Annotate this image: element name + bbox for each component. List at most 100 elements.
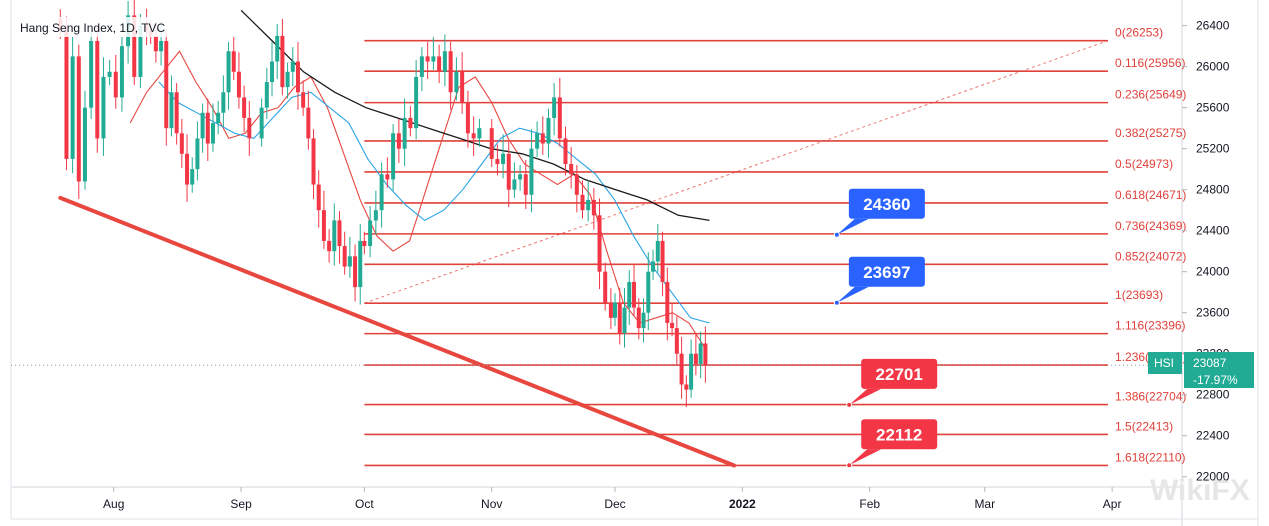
candle-body — [632, 281, 637, 308]
candle-body — [200, 112, 205, 139]
fib-retracement[interactable]: 0(26253) 0.116(25956) 0.236(25649) 0.382(25… — [364, 26, 1186, 467]
candle-body — [679, 353, 684, 385]
candle-body — [76, 56, 81, 182]
candle-body — [655, 240, 660, 262]
last-price-box — [1184, 352, 1254, 388]
y-tick-label: 24800 — [1196, 183, 1230, 197]
x-tick-label: Oct — [355, 497, 374, 511]
candle-body — [563, 138, 568, 165]
fib-level-label: 1.5(22413) — [1115, 419, 1173, 433]
candle-body — [113, 71, 118, 98]
candle-body — [586, 199, 591, 211]
candle-body — [332, 220, 337, 252]
candle-body — [169, 92, 174, 129]
candle-body — [285, 71, 290, 88]
price-callout[interactable]: 24360 — [833, 188, 925, 238]
candle-body — [316, 184, 321, 211]
candle-body — [242, 97, 247, 118]
callout-pointer — [849, 388, 882, 405]
candle-body — [465, 102, 470, 134]
callout-anchor — [846, 401, 853, 408]
chart-header: Hang Seng Index, 1D, TVC — [16, 17, 188, 37]
candle-body — [535, 133, 540, 149]
candle-body — [132, 15, 137, 77]
y-tick-label: 25200 — [1196, 142, 1230, 156]
fib-level-label: 0.382(25275) — [1115, 126, 1186, 140]
callout-label: 24360 — [863, 195, 910, 214]
x-axis[interactable]: Aug Sep Oct Nov Dec 2022 Feb Mar Apr — [103, 487, 1121, 511]
fib-level-label: 0.236(25649) — [1115, 88, 1186, 102]
candle-body — [373, 210, 378, 221]
candle-body — [195, 138, 200, 170]
candle-body — [306, 107, 311, 139]
candle-body — [179, 133, 184, 154]
callout-box — [861, 419, 938, 450]
candle-body — [636, 307, 641, 329]
callout-label: 22701 — [876, 365, 923, 384]
ma-line — [240, 9, 710, 222]
candle-body — [259, 107, 264, 139]
candles — [58, 0, 708, 408]
candle-body — [495, 158, 500, 165]
candle-body — [512, 179, 517, 190]
candle-body — [603, 271, 608, 303]
callout-pointer — [836, 286, 869, 303]
callout-box — [861, 358, 938, 389]
candle-body — [684, 384, 689, 390]
candle-body — [597, 215, 602, 272]
candle-body — [275, 35, 280, 62]
candle-body — [174, 92, 179, 134]
candle-body — [460, 71, 465, 103]
candle-body — [431, 56, 436, 62]
candle-body — [221, 92, 226, 113]
price-callout[interactable]: 23697 — [833, 256, 925, 306]
candle-body — [231, 51, 236, 72]
candle-body — [358, 240, 363, 288]
candle-body — [185, 153, 190, 185]
candle-body — [210, 123, 215, 144]
candle-body — [674, 328, 679, 354]
candle-body — [641, 312, 646, 329]
candle-body — [119, 46, 124, 98]
watermark: WikiFX — [1150, 474, 1250, 507]
fib-level-label: 1.116(23396) — [1115, 319, 1186, 333]
y-tick-label: 24400 — [1196, 224, 1230, 238]
candle-body — [70, 56, 75, 159]
candle-body — [391, 133, 396, 180]
price-callout[interactable]: 22112 — [846, 419, 938, 469]
candle-body — [408, 117, 413, 129]
fib-level-label: 1.386(22704) — [1115, 390, 1186, 404]
y-tick-label: 26000 — [1196, 60, 1230, 74]
candle-body — [442, 51, 447, 72]
trendlines[interactable] — [58, 40, 1109, 468]
candle-body — [569, 164, 574, 175]
candle-body — [670, 322, 675, 329]
fib-level-label: 0.852(24072) — [1115, 249, 1186, 263]
y-axis[interactable]: 2200022400228002320023600240002440024800… — [1182, 19, 1230, 484]
y-tick-label: 22400 — [1196, 429, 1230, 443]
callout-pointer — [836, 218, 869, 235]
y-tick-label: 26400 — [1196, 19, 1230, 33]
fib-level-label: 0.116(25956) — [1115, 56, 1186, 70]
candle-body — [353, 256, 358, 288]
candle-body — [627, 281, 632, 308]
price-callout[interactable]: 22701 — [846, 358, 938, 408]
candle-body — [580, 194, 585, 211]
candle-body — [247, 117, 252, 139]
candle-body — [454, 71, 459, 93]
candle-body — [574, 174, 579, 195]
candle-body — [368, 220, 373, 247]
candle-body — [264, 82, 269, 108]
y-tick-label: 25600 — [1196, 101, 1230, 115]
callouts[interactable]: 24360 23697 22701 22112 — [833, 188, 938, 469]
candle-body — [612, 302, 617, 318]
candle-body — [622, 307, 627, 334]
fib-level-label: 1.618(22110) — [1115, 450, 1186, 464]
y-tick-label: 23600 — [1196, 306, 1230, 320]
candle-body — [414, 76, 419, 129]
candle-body — [295, 61, 300, 93]
candle-body — [546, 117, 551, 144]
